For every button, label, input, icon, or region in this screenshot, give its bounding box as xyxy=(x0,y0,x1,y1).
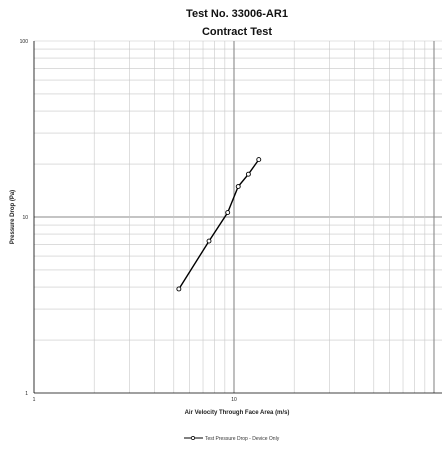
data-point xyxy=(245,171,251,177)
y-tick-label: 100 xyxy=(20,39,29,45)
y-tick-label: 1 xyxy=(25,391,28,397)
series-group xyxy=(176,157,262,292)
data-point xyxy=(206,238,212,244)
data-point xyxy=(176,286,182,292)
data-point xyxy=(256,157,262,163)
chart-subtitle: Contract Test xyxy=(202,26,272,38)
y-axis-label: Pressure Drop (Pa) xyxy=(10,190,16,244)
legend: Test Pressure Drop - Device Only xyxy=(184,436,280,442)
legend-marker-swatch xyxy=(191,436,195,440)
x-tick-label: 1 xyxy=(33,397,36,403)
series-line xyxy=(178,159,260,290)
data-point xyxy=(225,210,231,215)
x-axis-label: Air Velocity Through Face Area (m/s) xyxy=(185,410,290,416)
x-tick-label: 10 xyxy=(231,397,237,403)
data-point xyxy=(235,184,241,189)
tick-labels: 100 10 11 10 xyxy=(20,39,237,403)
grid-lines xyxy=(34,40,442,393)
chart-title: Test No. 33006-AR1 xyxy=(186,8,288,20)
y-tick-label: 10 xyxy=(22,215,28,221)
legend-label: Test Pressure Drop - Device Only xyxy=(205,436,280,442)
